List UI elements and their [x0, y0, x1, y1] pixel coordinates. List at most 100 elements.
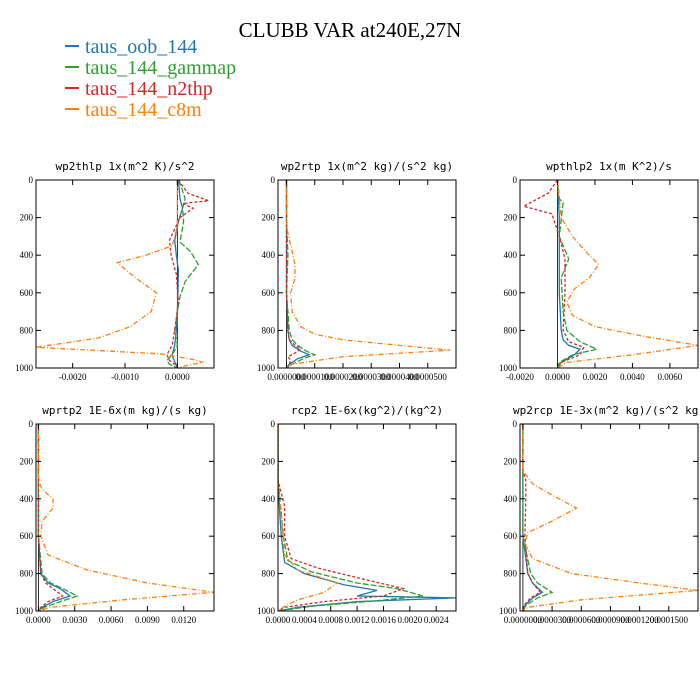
- y-tick-label: 400: [504, 250, 518, 260]
- x-tick-label: 0.0000: [545, 372, 570, 382]
- series-line-taus_144_n2thp: [37, 424, 64, 611]
- x-tick-label: 0.0000500: [409, 372, 448, 382]
- panel-frame: [35, 179, 215, 369]
- y-tick-label: 800: [20, 569, 34, 579]
- series-line-taus_144_c8m: [522, 424, 698, 611]
- series-line-taus_144_gammap: [278, 424, 424, 611]
- x-tick-label: 0.0000: [266, 615, 291, 625]
- x-tick-label: -0.0020: [506, 372, 534, 382]
- x-tick-label: 0.0060: [658, 372, 683, 382]
- y-tick-label: 1000: [499, 606, 518, 616]
- series-group: [37, 424, 214, 611]
- series-line-taus_oob_144: [285, 180, 311, 368]
- y-tick-label: 0: [271, 175, 276, 185]
- y-tick-label: 600: [20, 288, 34, 298]
- panel-title: rcp2 1E-6x(kg^2)/(kg^2): [291, 404, 443, 417]
- y-tick-label: 0: [513, 419, 518, 429]
- series-line-taus_oob_144: [278, 424, 456, 611]
- legend-item-3: taus_144_c8m: [65, 100, 236, 121]
- y-tick-label: 800: [504, 569, 518, 579]
- legend: taus_oob_144 taus_144_gammap taus_144_n2…: [65, 37, 236, 121]
- panel-title: wpthlp2 1x(m K^2)/s: [546, 160, 672, 173]
- y-tick-label: 0: [513, 175, 518, 185]
- series-line-taus_144_n2thp: [166, 180, 210, 368]
- series-line-taus_144_gammap: [556, 180, 599, 368]
- page-title: CLUBB VAR at240E,27N: [238, 18, 462, 42]
- panel-title: wp2rcp 1E-3x(m^2 kg)/(s^2 kg): [513, 404, 700, 417]
- y-tick-label: 400: [262, 494, 276, 504]
- chart-panel-0: wp2thlp 1x(m^2 K)/s^2 0 200 400 600 800 1000 -0…: [15, 160, 215, 382]
- series-line-taus_144_gammap: [166, 180, 200, 368]
- series-line-taus_144_n2thp: [285, 180, 302, 368]
- y-tick-label: 600: [504, 531, 518, 541]
- y-tick-label: 400: [20, 250, 34, 260]
- y-tick-label: 400: [20, 494, 34, 504]
- x-tick-label: 0.0000900: [591, 615, 630, 625]
- panel-title: wp2thlp 1x(m^2 K)/s^2: [55, 160, 194, 173]
- y-tick-label: 800: [20, 325, 34, 335]
- series-line-taus_144_gammap: [285, 180, 317, 368]
- y-tick-label: 200: [262, 213, 276, 223]
- series-group: [521, 180, 698, 368]
- x-tick-label: 0.0001200: [621, 615, 660, 625]
- y-tick-label: 200: [20, 213, 34, 223]
- y-tick-label: 0: [29, 175, 34, 185]
- x-tick-label: 0.0008: [318, 615, 343, 625]
- series-line-taus_144_c8m: [37, 424, 214, 611]
- x-tick-label: -0.0010: [111, 372, 139, 382]
- x-tick-label: 0.0090: [135, 615, 160, 625]
- legend-label: taus_oob_144: [85, 36, 198, 58]
- y-tick-label: 800: [262, 569, 276, 579]
- series-line-taus_oob_144: [556, 180, 582, 368]
- x-tick-label: 0.0000300: [533, 615, 572, 625]
- legend-swatch: [65, 45, 79, 48]
- y-tick-label: 1000: [15, 606, 34, 616]
- y-tick-label: 400: [504, 494, 518, 504]
- chart-panel-5: wp2rcp 1E-3x(m^2 kg)/(s^2 kg) 0 200 400 600 8…: [499, 404, 700, 625]
- x-tick-label: 0.0001500: [650, 615, 689, 625]
- x-tick-label: -0.0020: [59, 372, 87, 382]
- panel-frame: [277, 423, 457, 612]
- x-tick-label: 0.0000300: [352, 372, 391, 382]
- legend-label: taus_144_n2thp: [85, 78, 213, 100]
- y-tick-label: 600: [20, 531, 34, 541]
- x-tick-label: 0.0030: [62, 615, 87, 625]
- y-tick-label: 800: [504, 325, 518, 335]
- series-line-taus_144_gammap: [522, 424, 554, 611]
- legend-label: taus_144_gammap: [85, 57, 237, 79]
- x-tick-label: 0.0000000: [267, 372, 306, 382]
- series-line-taus_144_gammap: [37, 424, 79, 611]
- series-group: [278, 424, 456, 611]
- y-tick-label: 600: [262, 288, 276, 298]
- y-tick-label: 1000: [257, 606, 276, 616]
- x-tick-label: 0.0020: [583, 372, 608, 382]
- chart-panel-3: wprtp2 1E-6x(m kg)/(s kg) 0 200 400 600 800 10…: [15, 404, 215, 625]
- legend-item-1: taus_144_gammap: [65, 58, 236, 79]
- x-tick-label: 0.0000: [26, 615, 51, 625]
- series-line-taus_144_c8m: [36, 180, 204, 368]
- chart-panel-2: wpthlp2 1x(m K^2)/s 0 200 400 600 800 1000-0.0…: [499, 160, 699, 382]
- x-tick-label: 0.0000000: [504, 615, 543, 625]
- chart-panel-4: rcp2 1E-6x(kg^2)/(kg^2) 0 200 400 600 800 1000…: [257, 404, 457, 625]
- panel-frame: [35, 423, 215, 612]
- x-tick-label: 0.0020: [397, 615, 422, 625]
- series-group: [36, 180, 210, 368]
- y-tick-label: 1000: [257, 363, 276, 373]
- series-line-taus_144_n2thp: [278, 424, 406, 611]
- legend-item-0: taus_oob_144: [65, 37, 236, 58]
- x-tick-label: 0.0000600: [562, 615, 601, 625]
- series-line-taus_144_c8m: [278, 424, 339, 611]
- y-tick-label: 1000: [499, 363, 518, 373]
- series-line-taus_144_n2thp: [522, 424, 542, 611]
- y-tick-label: 200: [504, 213, 518, 223]
- x-tick-label: 0.0120: [171, 615, 196, 625]
- y-tick-label: 200: [20, 456, 34, 466]
- series-group: [285, 180, 451, 368]
- panel-frame: [519, 179, 699, 369]
- panel-frame: [519, 423, 699, 612]
- y-tick-label: 600: [504, 288, 518, 298]
- panel-frame: [277, 179, 457, 369]
- y-tick-label: 800: [262, 325, 276, 335]
- series-group: [522, 424, 698, 611]
